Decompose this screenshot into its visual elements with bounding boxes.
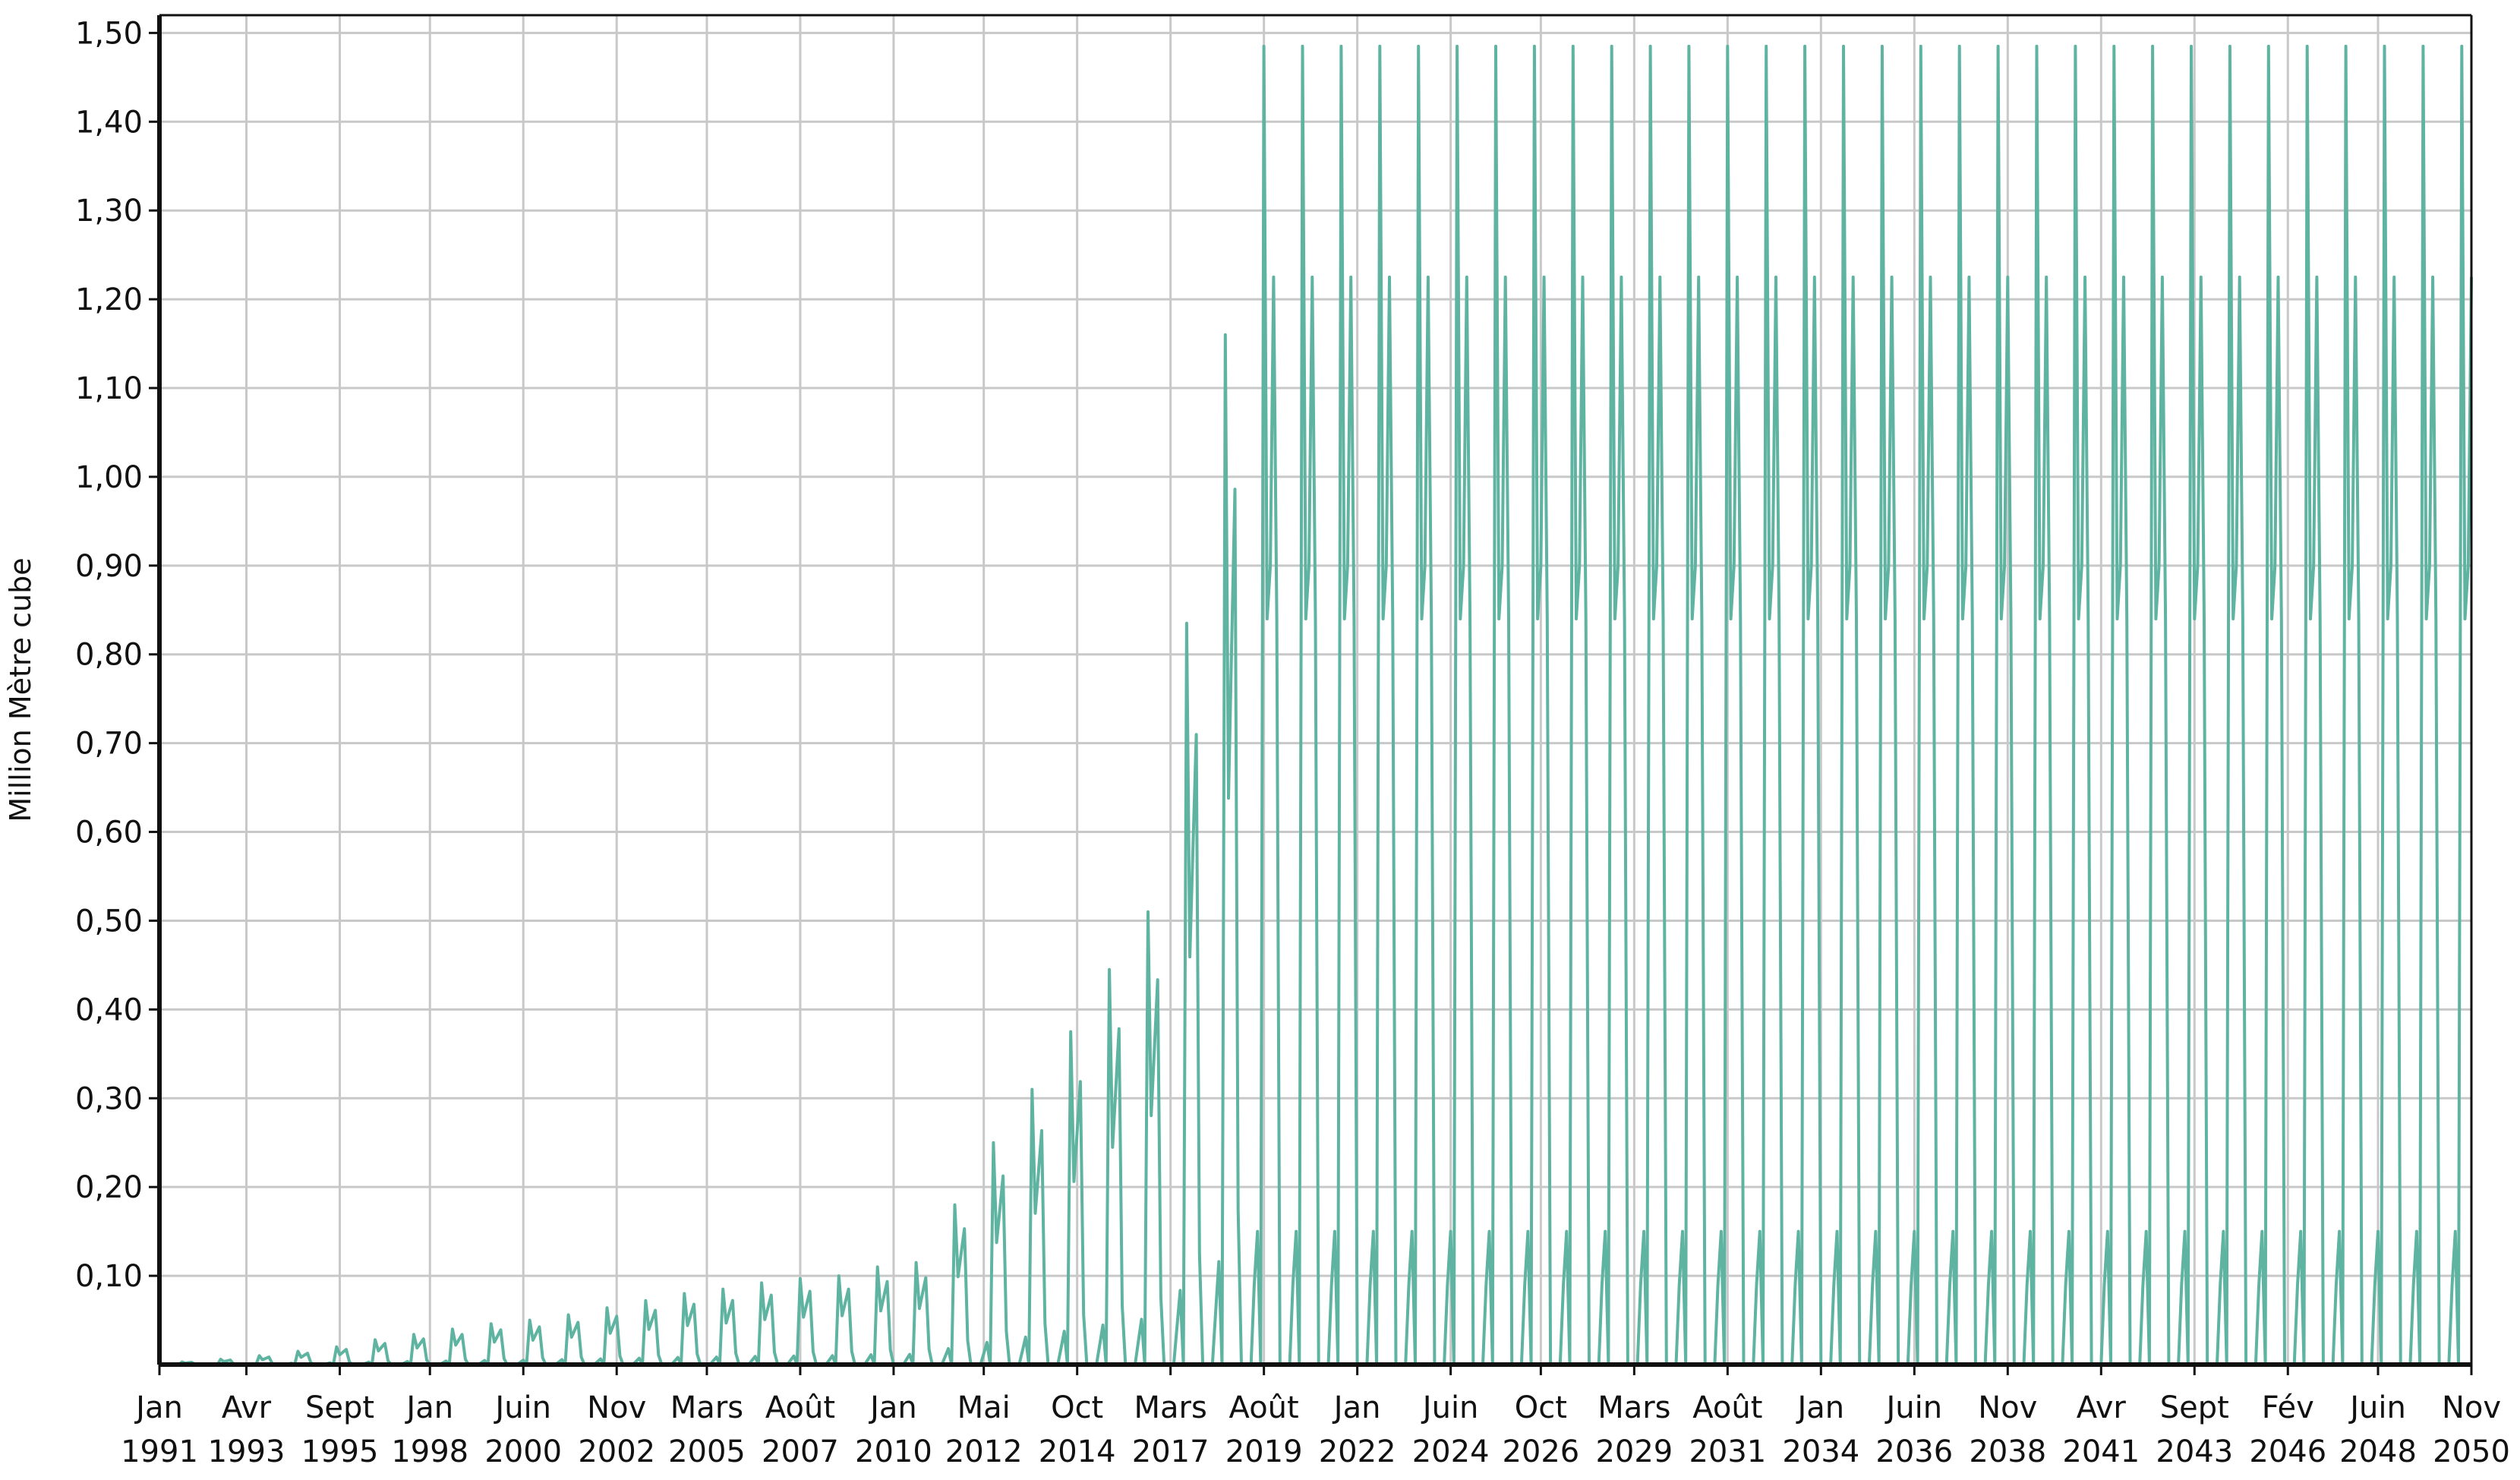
x-tick-label-month: Nov xyxy=(2442,1390,2501,1425)
x-tick-label-month: Nov xyxy=(587,1390,646,1425)
y-tick-label: 0,30 xyxy=(75,1081,143,1116)
y-tick-label: 1,00 xyxy=(75,460,143,495)
x-tick-label-year: 2050 xyxy=(2433,1434,2510,1469)
x-tick-label-month: Juin xyxy=(2348,1390,2406,1425)
x-tick-label-month: Mars xyxy=(670,1390,743,1425)
x-tick-label-year: 2007 xyxy=(762,1434,839,1469)
x-tick-label-month: Sept xyxy=(2160,1390,2229,1425)
y-tick-label: 0,20 xyxy=(75,1170,143,1205)
x-tick-label-month: Nov xyxy=(1978,1390,2037,1425)
grid xyxy=(158,15,2473,1365)
x-tick-label-year: 2024 xyxy=(1412,1434,1490,1469)
y-tick-label: 1,40 xyxy=(75,105,143,140)
x-tick-label-month: Juin xyxy=(493,1390,551,1425)
x-tick-label-year: 2012 xyxy=(945,1434,1023,1469)
x-tick-label-month: Août xyxy=(1229,1390,1299,1425)
x-tick-label-month: Mars xyxy=(1597,1390,1670,1425)
y-tick-label: 0,80 xyxy=(75,638,143,673)
y-axis-title: Million Mètre cube xyxy=(4,557,37,822)
x-tick-label-month: Sept xyxy=(305,1390,374,1425)
x-tick-label-year: 2014 xyxy=(1039,1434,1116,1469)
x-tick-label-month: Oct xyxy=(1515,1390,1567,1425)
y-tick-label: 0,10 xyxy=(75,1259,143,1294)
x-tick-label-year: 1993 xyxy=(208,1434,285,1469)
y-tick-label: 1,30 xyxy=(75,194,143,229)
series-layer xyxy=(159,44,2473,1366)
x-tick-label-year: 2038 xyxy=(1969,1434,2046,1469)
x-tick-label-month: Août xyxy=(765,1390,835,1425)
x-tick-label-month: Jan xyxy=(134,1390,183,1425)
x-tick-label-month: Juin xyxy=(1421,1390,1479,1425)
y-tick-label: 0,90 xyxy=(75,549,143,584)
x-tick-label-year: 1998 xyxy=(391,1434,468,1469)
x-tick-label-year: 2048 xyxy=(2339,1434,2417,1469)
x-tick-label-year: 2002 xyxy=(578,1434,655,1469)
y-tick-label: 0,70 xyxy=(75,727,143,762)
y-tick-label: 0,60 xyxy=(75,816,143,850)
x-tick-label-month: Avr xyxy=(222,1390,272,1425)
x-tick-label-year: 2036 xyxy=(1875,1434,1953,1469)
y-tick-label: 1,50 xyxy=(75,16,143,51)
tick-labels: 0,10 0,20 0,30 0,40 0,50 0,60 0,70 0,80 0,90 1,00… xyxy=(75,16,2510,1469)
x-tick-label-year: 2043 xyxy=(2156,1434,2233,1469)
x-tick-label-year: 2026 xyxy=(1502,1434,1579,1469)
x-tick-label-year: 2029 xyxy=(1595,1434,1673,1469)
x-tick-label-month: Avr xyxy=(2077,1390,2127,1425)
x-tick-label-year: 2031 xyxy=(1689,1434,1766,1469)
x-tick-label-month: Jan xyxy=(404,1390,453,1425)
y-tick-label: 0,40 xyxy=(75,992,143,1027)
x-tick-label-month: Mars xyxy=(1134,1390,1207,1425)
series-line xyxy=(159,44,2473,1366)
x-tick-label-year: 2000 xyxy=(484,1434,562,1469)
x-tick-label-month: Oct xyxy=(1051,1390,1103,1425)
x-tick-label-year: 2034 xyxy=(1782,1434,1859,1469)
y-tick-label: 1,20 xyxy=(75,282,143,317)
axes xyxy=(149,14,2473,1375)
y-tick-label: 1,10 xyxy=(75,371,143,406)
x-tick-label-month: Jan xyxy=(1332,1390,1381,1425)
x-tick-label-month: Juin xyxy=(1884,1390,1943,1425)
x-tick-label-month: Août xyxy=(1692,1390,1762,1425)
x-tick-label-month: Mai xyxy=(957,1390,1011,1425)
x-tick-label-month: Jan xyxy=(868,1390,917,1425)
x-tick-label-year: 2041 xyxy=(2062,1434,2140,1469)
x-tick-label-year: 2017 xyxy=(1132,1434,1210,1469)
x-tick-label-year: 2022 xyxy=(1319,1434,1396,1469)
x-tick-label-year: 1995 xyxy=(301,1434,379,1469)
x-tick-label-year: 2046 xyxy=(2249,1434,2326,1469)
x-tick-label-year: 2010 xyxy=(855,1434,932,1469)
x-tick-label-year: 2019 xyxy=(1225,1434,1303,1469)
x-tick-label-year: 1991 xyxy=(121,1434,198,1469)
x-tick-label-month: Fév xyxy=(2262,1390,2314,1425)
y-tick-label: 0,50 xyxy=(75,904,143,939)
x-tick-label-month: Jan xyxy=(1795,1390,1844,1425)
x-tick-label-year: 2005 xyxy=(668,1434,746,1469)
